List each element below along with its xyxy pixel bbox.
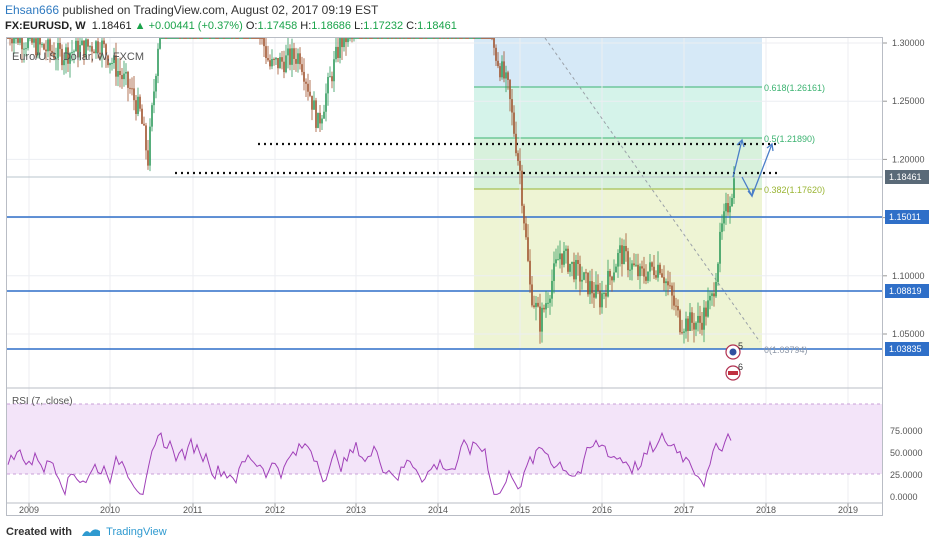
price-badge-label: 1.15011 (889, 212, 921, 222)
price-tick-label: 1.05000 (892, 329, 925, 339)
price-tick-label: 1.30000 (892, 38, 925, 48)
price-tick-label: 1.10000 (892, 271, 925, 281)
created-with-label: Created with (6, 526, 72, 538)
price-axis[interactable]: 1.300001.250001.200001.150001.100001.050… (883, 37, 932, 516)
footer: Created with TradingView (6, 526, 167, 538)
rsi-tick-label: 75.0000 (890, 426, 923, 436)
tradingview-logo-icon (81, 526, 101, 538)
price-tick-label: 1.20000 (892, 154, 925, 164)
rsi-tick-label: 0.0000 (890, 492, 918, 502)
price-badge-label: 1.03835 (889, 344, 922, 354)
price-tick-label: 1.25000 (892, 96, 925, 106)
chart-frame (6, 37, 883, 516)
rsi-tick-label: 25.0000 (890, 470, 923, 480)
tradingview-link[interactable]: TradingView (106, 526, 167, 538)
price-badge-label: 1.18461 (889, 172, 922, 182)
price-badge-label: 1.08819 (889, 286, 922, 296)
rsi-tick-label: 50.0000 (890, 448, 923, 458)
